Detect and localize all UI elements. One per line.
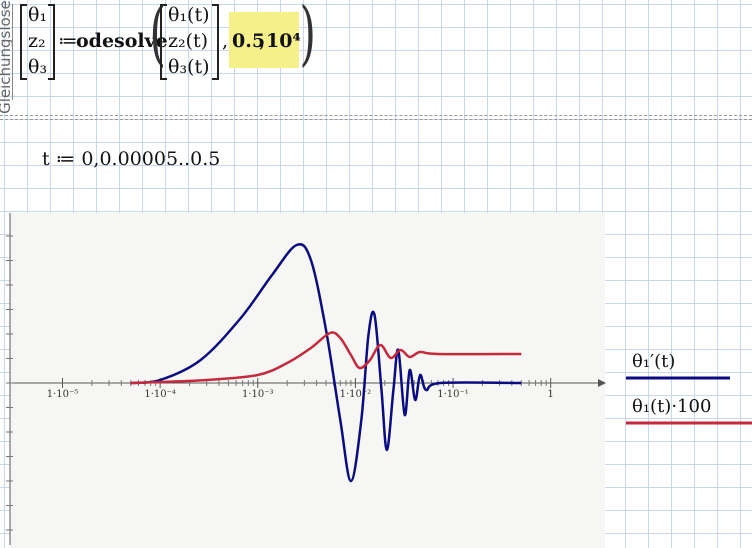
legend-label: θ₁′(t) bbox=[632, 351, 675, 372]
series-line bbox=[130, 331, 522, 385]
assign: ≔ bbox=[58, 30, 78, 52]
plot-area bbox=[10, 213, 605, 548]
range-definition: t ≔ 0,0.00005..0.5 bbox=[42, 148, 221, 170]
highlight bbox=[229, 12, 299, 68]
series-line bbox=[130, 243, 522, 483]
bracket bbox=[20, 4, 27, 80]
x-tick-label: 1·10⁻² bbox=[340, 389, 372, 400]
bracket bbox=[48, 4, 55, 80]
function-name: odesolve bbox=[76, 30, 168, 52]
paren: ) bbox=[299, 0, 316, 74]
lhs-entry: θ₁ bbox=[28, 4, 48, 26]
region-bar bbox=[12, 4, 13, 100]
x-tick-label: 1·10⁻¹ bbox=[437, 389, 469, 400]
lhs-entry: z₂ bbox=[28, 30, 46, 52]
bracket bbox=[212, 4, 219, 80]
arg-entry: z₂(t) bbox=[168, 30, 209, 52]
end-time: 0.5 bbox=[232, 30, 266, 52]
x-axis-arrow bbox=[598, 379, 606, 387]
x-tick-label: 1·10⁻⁴ bbox=[144, 389, 176, 400]
legend-label: θ₁(t)·100 bbox=[632, 396, 711, 417]
arg-entry: θ₃(t) bbox=[168, 56, 210, 78]
bracket bbox=[160, 4, 167, 80]
lhs-entry: θ₃ bbox=[28, 56, 48, 78]
x-tick-label: 1 bbox=[547, 389, 553, 400]
comma: , bbox=[259, 30, 266, 52]
arg-entry: θ₁(t) bbox=[168, 4, 210, 26]
x-tick-label: 1·10⁻⁵ bbox=[47, 389, 79, 400]
steps: 10⁴ bbox=[266, 30, 301, 52]
page-break bbox=[0, 115, 752, 120]
x-tick-label: 1·10⁻³ bbox=[242, 389, 274, 400]
comma: , bbox=[222, 30, 229, 52]
